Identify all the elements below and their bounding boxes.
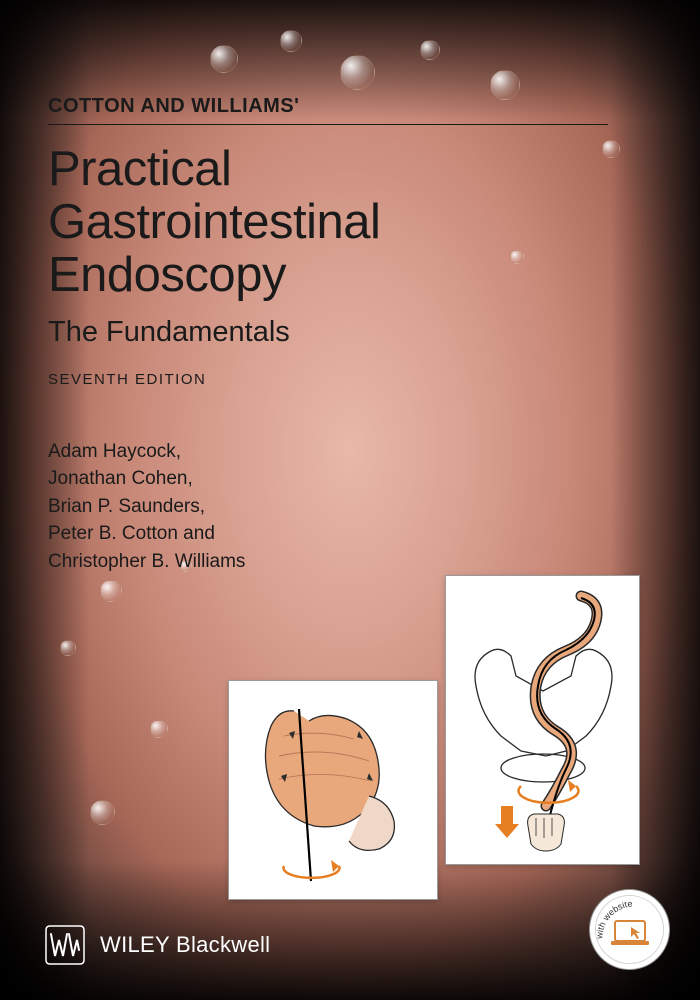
- authors-list: Adam Haycock, Jonathan Cohen, Brian P. S…: [48, 438, 608, 576]
- publisher-name: WILEY Blackwell: [100, 932, 270, 958]
- publisher-block: WILEY Blackwell: [42, 922, 270, 968]
- colon-diagram-svg: [446, 576, 641, 866]
- bubble-decoration: [280, 30, 302, 52]
- author: Adam Haycock,: [48, 441, 181, 462]
- bubble-decoration: [100, 580, 122, 602]
- main-title: Practical Gastrointestinal Endoscopy: [48, 143, 608, 302]
- title-line: Practical: [48, 142, 231, 196]
- author: Christopher B. Williams: [48, 551, 245, 572]
- title-line: Endoscopy: [48, 248, 286, 302]
- website-badge: with website: [587, 887, 672, 972]
- technique-diagram-stomach: [228, 680, 438, 900]
- book-cover: COTTON AND WILLIAMS' Practical Gastroint…: [0, 0, 700, 1000]
- title-line: Gastrointestinal: [48, 195, 380, 249]
- edition-label: SEVENTH EDITION: [48, 371, 608, 388]
- stomach-diagram-svg: [229, 681, 439, 901]
- author: Jonathan Cohen,: [48, 468, 193, 489]
- title-text-block: COTTON AND WILLIAMS' Practical Gastroint…: [48, 95, 608, 575]
- subtitle: The Fundamentals: [48, 316, 608, 349]
- bubble-decoration: [210, 45, 238, 73]
- bubble-decoration: [420, 40, 440, 60]
- wiley-logo-icon: [42, 922, 88, 968]
- author: Brian P. Saunders,: [48, 496, 205, 517]
- series-title: COTTON AND WILLIAMS': [48, 95, 608, 118]
- horizontal-rule: [48, 124, 608, 125]
- website-badge-icon: with website: [587, 887, 672, 972]
- technique-diagram-colon: [445, 575, 640, 865]
- bubble-decoration: [90, 800, 115, 825]
- bubble-decoration: [150, 720, 168, 738]
- author: Peter B. Cotton and: [48, 523, 215, 544]
- bubble-decoration: [340, 55, 375, 90]
- bubble-decoration: [60, 640, 76, 656]
